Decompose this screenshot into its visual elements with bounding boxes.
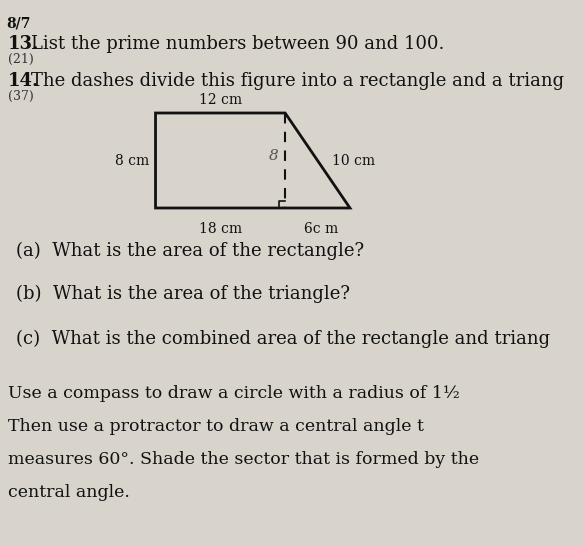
- Text: Use a compass to draw a circle with a radius of 1½: Use a compass to draw a circle with a ra…: [8, 385, 460, 402]
- Text: 8 cm: 8 cm: [115, 154, 149, 167]
- Text: 6c m: 6c m: [304, 222, 338, 236]
- Text: (37): (37): [8, 90, 34, 103]
- Text: 18 cm: 18 cm: [199, 222, 242, 236]
- Text: (21): (21): [8, 53, 34, 66]
- Text: 8: 8: [269, 148, 279, 162]
- Text: (b)  What is the area of the triangle?: (b) What is the area of the triangle?: [16, 285, 350, 303]
- Text: 8/7: 8/7: [6, 16, 31, 30]
- Text: (c)  What is the combined area of the rectangle and triang: (c) What is the combined area of the rec…: [16, 330, 550, 348]
- Text: List the prime numbers between 90 and 100.: List the prime numbers between 90 and 10…: [31, 35, 444, 53]
- Text: Then use a protractor to draw a central angle t: Then use a protractor to draw a central …: [8, 418, 424, 435]
- Text: 13.: 13.: [8, 35, 40, 53]
- Text: central angle.: central angle.: [8, 484, 130, 501]
- Text: 12 cm: 12 cm: [199, 93, 242, 107]
- Text: 14.: 14.: [8, 72, 40, 90]
- Text: The dashes divide this figure into a rectangle and a triang: The dashes divide this figure into a rec…: [31, 72, 564, 90]
- Text: 10 cm: 10 cm: [332, 154, 375, 167]
- Text: (a)  What is the area of the rectangle?: (a) What is the area of the rectangle?: [16, 242, 364, 261]
- Text: measures 60°. Shade the sector that is formed by the: measures 60°. Shade the sector that is f…: [8, 451, 479, 468]
